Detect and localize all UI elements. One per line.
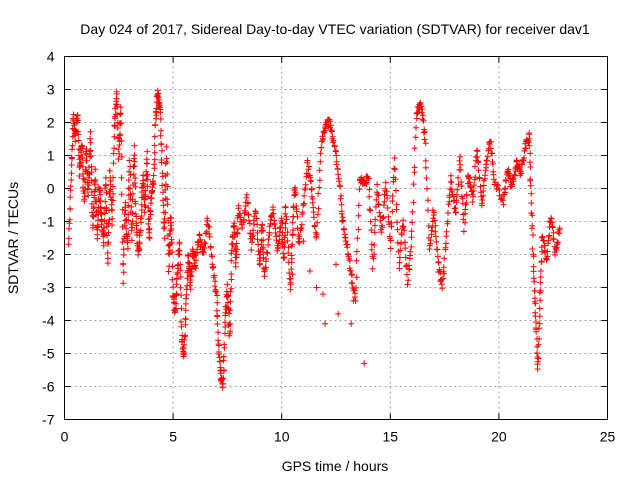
y-axis-label: SDTVAR / TECUs xyxy=(5,182,21,294)
y-tick-label: 3 xyxy=(47,82,55,98)
x-tick-label: 10 xyxy=(274,429,290,445)
scatter-markers xyxy=(65,87,563,391)
grid xyxy=(64,56,608,420)
y-tick-label: -3 xyxy=(42,280,55,296)
data-points xyxy=(65,87,563,391)
y-tick-label: -5 xyxy=(42,346,55,362)
x-tick-label: 15 xyxy=(383,429,399,445)
y-tick-label: -4 xyxy=(42,313,55,329)
y-tick-label: 0 xyxy=(47,181,55,197)
y-tick-label: -2 xyxy=(42,247,55,263)
plot-frame xyxy=(64,56,608,420)
y-tick-label: 1 xyxy=(47,148,55,164)
x-tick-label: 0 xyxy=(61,429,69,445)
x-tick-label: 20 xyxy=(491,429,507,445)
x-tick-label: 5 xyxy=(169,429,177,445)
y-tick-label: -1 xyxy=(42,214,55,230)
y-tick-label: 4 xyxy=(47,49,55,65)
x-axis-label: GPS time / hours xyxy=(282,458,389,474)
chart-title: Day 024 of 2017, Sidereal Day-to-day VTE… xyxy=(80,21,590,37)
y-tick-label: -7 xyxy=(42,412,55,428)
x-tick-label: 25 xyxy=(600,429,616,445)
y-tick-label: 2 xyxy=(47,115,55,131)
y-tick-label: -6 xyxy=(42,379,55,395)
